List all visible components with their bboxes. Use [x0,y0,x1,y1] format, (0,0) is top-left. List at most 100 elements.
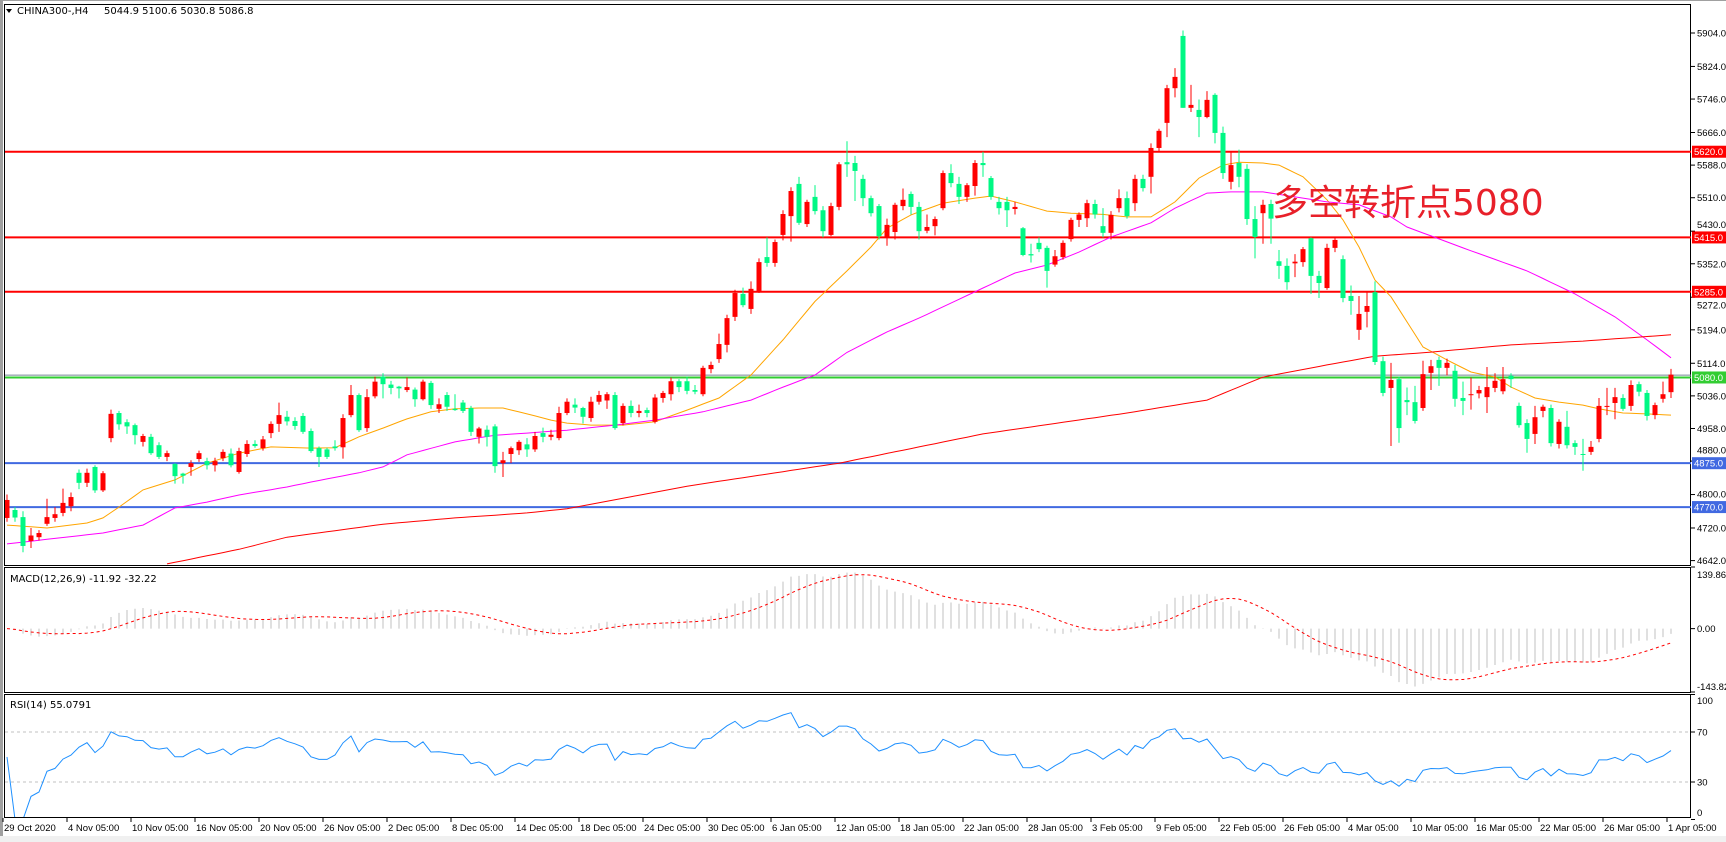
candle [964,183,970,202]
candle [516,440,522,455]
candle [1188,84,1194,113]
candle [164,450,170,462]
candle-body [476,428,482,437]
candle-body [492,426,498,467]
candle [828,202,834,237]
candle-body [1100,226,1106,233]
candle-body [404,387,410,391]
candle [476,426,482,444]
candle-body [900,199,906,207]
candle-body [1076,214,1082,220]
candle-body [1244,168,1250,220]
candle-body [500,460,506,464]
candle-body [692,390,698,392]
candle-body [420,381,426,400]
price-tick-label: 4642.0 [1697,556,1726,567]
candle [220,449,226,462]
candle-body [1428,366,1434,373]
candle [780,210,786,241]
candle-body [1132,178,1138,204]
candle-body [1476,390,1482,394]
rsi-pane[interactable] [4,694,1691,818]
price-tick-label: 4958.0 [1697,424,1726,435]
candle-body [1052,256,1058,265]
candle [668,377,674,401]
candle [1636,381,1642,397]
candle [1012,201,1018,215]
candle [1612,387,1618,420]
candle [68,492,74,512]
candle [1308,237,1314,294]
macd-title: MACD(12,26,9) -11.92 -32.22 [10,574,157,585]
candle [1364,291,1370,328]
candle-body [1228,165,1234,182]
candle [836,162,842,211]
candle [1204,91,1210,119]
candle [724,314,730,353]
candle-body [428,382,434,406]
candle-body [468,408,474,432]
candle-body [508,448,514,454]
macd-pane[interactable] [4,567,1691,693]
candle-body [236,451,242,472]
level-price-label: 5285.0 [1694,287,1723,298]
candle [500,451,506,477]
candle [12,507,18,522]
candle-body [1212,94,1218,133]
candle-body [484,429,490,437]
candle [948,164,954,188]
candle-body [1116,198,1122,209]
price-pane[interactable] [4,4,1691,566]
candle-body [612,395,618,429]
candle [204,457,210,470]
rsi-line [6,712,1672,817]
level-price-label: 5620.0 [1694,147,1723,158]
candle [116,410,122,430]
candle [1140,174,1146,192]
candle [1300,247,1306,267]
candle-body [5,499,10,518]
candle [636,404,642,418]
candle [332,440,338,451]
candle [596,390,602,405]
candle-body [852,163,858,171]
price-tick-label: 5036.0 [1697,391,1726,402]
collapse-triangle-icon[interactable] [6,9,12,13]
candle [604,392,610,409]
candle [972,160,978,196]
candle-body [340,418,346,448]
candle-body [604,394,610,401]
candle [60,488,66,517]
candle-body [12,510,18,518]
candle-body [260,439,266,449]
candle [1588,441,1594,455]
candle [748,281,754,314]
candle [1268,199,1274,244]
candle-body [68,497,74,507]
level-price-tag [1692,501,1726,514]
candle-body [1420,374,1426,408]
price-tick-label: 5194.0 [1697,325,1726,336]
candle [1252,206,1258,259]
candle-body [276,415,282,424]
candle [124,419,130,434]
candle [1132,174,1138,212]
candle [628,400,634,418]
candle-body [1484,387,1490,398]
candle [572,398,578,414]
candle-body [1660,394,1666,399]
window-top-edge [0,0,1726,1]
candle-body [996,201,1002,209]
candle [1148,143,1154,194]
candle-body [1028,254,1034,256]
candle [44,498,50,526]
moving-average-line [6,191,1672,545]
candle [460,400,466,414]
candle-body [1292,261,1298,264]
candle [28,527,34,549]
candle [1164,84,1170,138]
candle-body [180,473,186,476]
candle-body [348,395,354,416]
candle-body [204,461,210,466]
